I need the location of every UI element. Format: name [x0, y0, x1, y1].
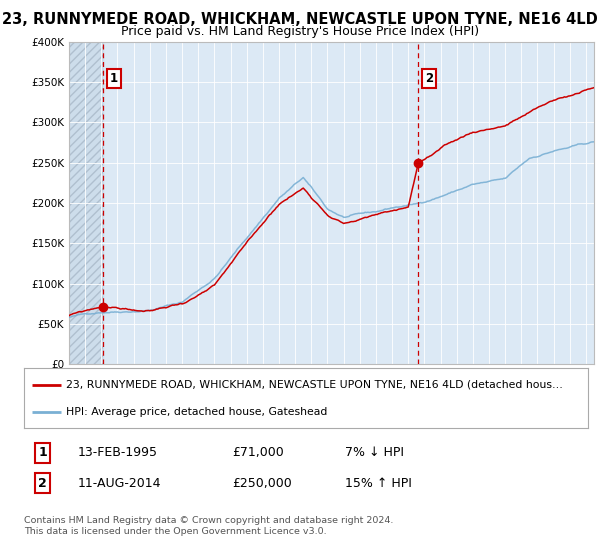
Text: £71,000: £71,000 — [233, 446, 284, 459]
Text: Price paid vs. HM Land Registry's House Price Index (HPI): Price paid vs. HM Land Registry's House … — [121, 25, 479, 38]
Bar — [69, 42, 103, 364]
Bar — [69, 42, 103, 364]
Text: 7% ↓ HPI: 7% ↓ HPI — [346, 446, 404, 459]
Text: 15% ↑ HPI: 15% ↑ HPI — [346, 477, 412, 490]
Text: 23, RUNNYMEDE ROAD, WHICKHAM, NEWCASTLE UPON TYNE, NE16 4LD: 23, RUNNYMEDE ROAD, WHICKHAM, NEWCASTLE … — [2, 12, 598, 27]
Text: 1: 1 — [38, 446, 47, 459]
Text: 2: 2 — [38, 477, 47, 490]
Text: 1: 1 — [110, 72, 118, 85]
Text: 13-FEB-1995: 13-FEB-1995 — [77, 446, 158, 459]
Text: 23, RUNNYMEDE ROAD, WHICKHAM, NEWCASTLE UPON TYNE, NE16 4LD (detached hous…: 23, RUNNYMEDE ROAD, WHICKHAM, NEWCASTLE … — [66, 380, 563, 390]
Text: HPI: Average price, detached house, Gateshead: HPI: Average price, detached house, Gate… — [66, 407, 328, 417]
Text: Contains HM Land Registry data © Crown copyright and database right 2024.
This d: Contains HM Land Registry data © Crown c… — [24, 516, 394, 536]
Text: £250,000: £250,000 — [233, 477, 292, 490]
Text: 2: 2 — [425, 72, 433, 85]
Text: 11-AUG-2014: 11-AUG-2014 — [77, 477, 161, 490]
